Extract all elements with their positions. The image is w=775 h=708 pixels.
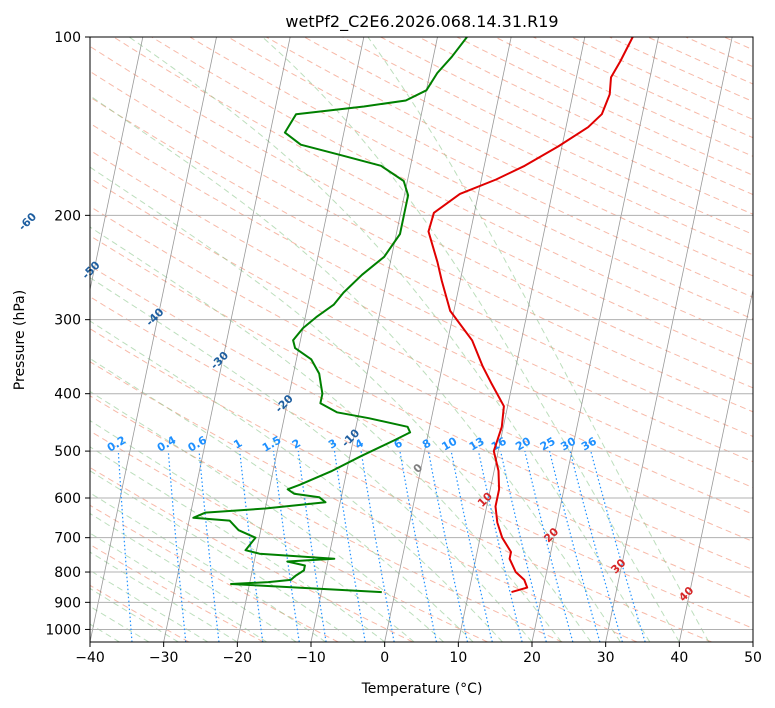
x-tick-label: −30 bbox=[149, 650, 179, 666]
moist-adiabat-line bbox=[90, 390, 444, 642]
y-axis-title: Pressure (hPa) bbox=[12, 290, 28, 390]
plot-frame bbox=[89, 36, 754, 643]
mixing-ratio-line bbox=[524, 450, 574, 642]
dry-adiabat-line bbox=[90, 205, 753, 543]
x-axis-title: Temperature (°C) bbox=[361, 681, 483, 697]
mixing-ratio-line bbox=[590, 450, 646, 642]
isotherm-line bbox=[163, 37, 291, 642]
x-tick-label: −20 bbox=[223, 650, 253, 666]
moist-adiabat-line bbox=[90, 357, 474, 642]
dry-adiabat-line bbox=[90, 96, 753, 437]
x-tick-label: 40 bbox=[670, 650, 688, 666]
isotherm-line bbox=[90, 37, 144, 292]
dry-adiabat-line bbox=[90, 328, 712, 642]
y-tick-label: 200 bbox=[54, 208, 81, 224]
moist-adiabat-line bbox=[90, 166, 592, 642]
mixing-ratio-line bbox=[167, 451, 187, 642]
dry-adiabat-line bbox=[90, 122, 753, 463]
y-tick-label: 400 bbox=[54, 387, 81, 403]
isotherm-line bbox=[384, 37, 512, 642]
chart-title: wetPf2_C2E6.2026.068.14.31.R19 bbox=[285, 12, 558, 32]
moist-adiabat-line bbox=[90, 95, 621, 642]
y-tick-label: 700 bbox=[54, 531, 81, 547]
moist-adiabat-line bbox=[90, 277, 533, 642]
x-tick-label: −10 bbox=[296, 650, 326, 666]
mixing-ratio-line bbox=[239, 451, 264, 642]
x-tick-label: −40 bbox=[75, 650, 105, 666]
temperature-line bbox=[427, 37, 634, 594]
y-tick-label: 100 bbox=[54, 30, 81, 46]
dry-adiabat-line bbox=[90, 177, 753, 515]
moist-adiabat-line bbox=[90, 446, 385, 642]
isotherm-line bbox=[605, 37, 733, 642]
dry-adiabat-line bbox=[90, 504, 339, 642]
y-tick-label: 800 bbox=[54, 565, 81, 581]
y-tick-label: 600 bbox=[54, 491, 81, 507]
mixing-ratio-line bbox=[117, 451, 133, 642]
isotherm-line bbox=[236, 37, 365, 642]
dry-adiabat-line bbox=[90, 361, 638, 642]
background-lines bbox=[90, 37, 753, 642]
moist-adiabat-line bbox=[90, 587, 179, 642]
y-axis: 100 200 300 400 500 600 700 800 900 1000 bbox=[45, 30, 90, 638]
mixing-ratio-line bbox=[272, 451, 300, 642]
moist-adiabat-line bbox=[90, 470, 356, 642]
dry-adiabat-line bbox=[113, 37, 753, 365]
dry-adiabat-line bbox=[90, 45, 753, 389]
x-tick-label: 0 bbox=[380, 650, 389, 666]
y-tick-label: 500 bbox=[54, 444, 81, 460]
moist-adiabat-line bbox=[367, 37, 710, 642]
mixing-ratio-line bbox=[569, 450, 623, 642]
moist-adiabat-line bbox=[90, 569, 209, 642]
mixing-ratio-line bbox=[399, 450, 437, 642]
mixing-ratio-line bbox=[450, 450, 493, 642]
dry-adiabat-line bbox=[90, 584, 190, 642]
x-tick-label: 50 bbox=[744, 650, 762, 666]
y-tick-label: 1000 bbox=[45, 622, 81, 638]
isotherm-line bbox=[678, 287, 753, 642]
isotherm-line bbox=[457, 37, 586, 642]
mixing-ratio-line bbox=[427, 451, 469, 642]
dry-adiabat-line bbox=[90, 395, 563, 642]
mixing-ratio-line bbox=[198, 451, 220, 642]
dry-adiabat-line bbox=[227, 37, 753, 298]
y-tick-label: 900 bbox=[54, 595, 81, 611]
y-tick-label: 300 bbox=[54, 313, 81, 329]
moist-adiabat-line bbox=[90, 226, 562, 642]
dry-adiabat-line bbox=[90, 296, 753, 629]
mixing-ratio-line bbox=[477, 450, 523, 642]
isotherm-line bbox=[531, 37, 659, 642]
isotherm-line bbox=[90, 37, 217, 642]
x-axis: −40 −30 −20 −10 0 10 20 30 40 50 bbox=[75, 642, 762, 666]
x-tick-label: 30 bbox=[597, 650, 615, 666]
profile-series bbox=[192, 37, 634, 594]
moist-adiabat-line bbox=[128, 37, 651, 642]
dry-adiabat-line bbox=[90, 265, 753, 600]
dewpoint-line bbox=[192, 37, 468, 594]
isotherm-line bbox=[310, 37, 438, 642]
moist-adiabat-line bbox=[90, 551, 238, 642]
mixing-ratio-line bbox=[549, 450, 601, 642]
x-tick-label: 10 bbox=[449, 650, 467, 666]
x-tick-label: 20 bbox=[523, 650, 541, 666]
mixing-ratio-line bbox=[500, 450, 547, 642]
dry-adiabat-line bbox=[189, 37, 753, 320]
